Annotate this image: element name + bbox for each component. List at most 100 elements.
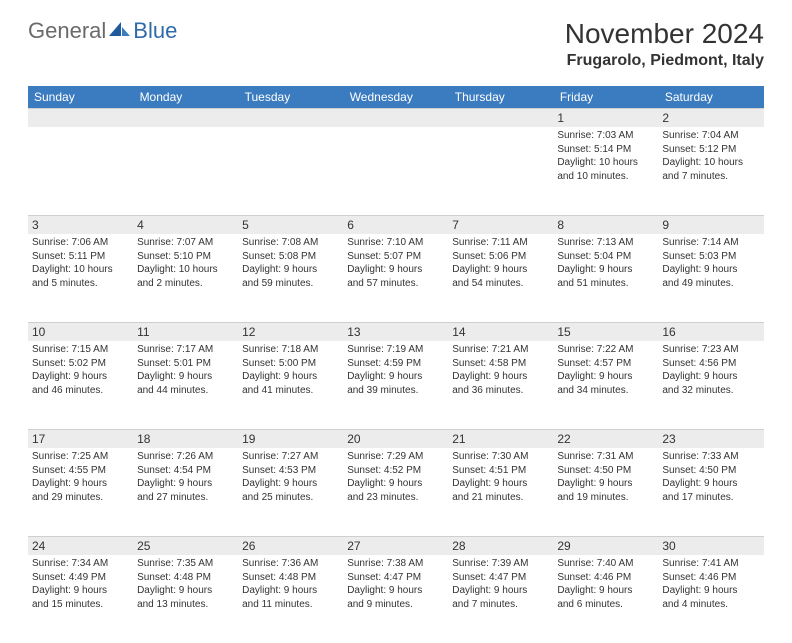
sunrise-text: Sunrise: 7:33 AM [662,450,759,464]
calendar-table: SundayMondayTuesdayWednesdayThursdayFrid… [28,86,764,643]
day-number-cell: 28 [448,536,553,555]
day-details: Sunrise: 7:31 AMSunset: 4:50 PMDaylight:… [553,448,658,510]
day-cell: Sunrise: 7:19 AMSunset: 4:59 PMDaylight:… [343,341,448,429]
sunrise-text: Sunrise: 7:27 AM [242,450,339,464]
daylight-text: and 59 minutes. [242,277,339,291]
day-number: 27 [343,536,448,555]
daylight-text: and 7 minutes. [452,598,549,612]
daylight-text: and 54 minutes. [452,277,549,291]
sunrise-text: Sunrise: 7:38 AM [347,557,444,571]
day-details: Sunrise: 7:36 AMSunset: 4:48 PMDaylight:… [238,555,343,617]
sunrise-text: Sunrise: 7:03 AM [557,129,654,143]
sunset-text: Sunset: 5:06 PM [452,250,549,264]
day-number: 3 [28,215,133,234]
sunset-text: Sunset: 4:46 PM [557,571,654,585]
day-number-cell: 7 [448,215,553,234]
day-details: Sunrise: 7:18 AMSunset: 5:00 PMDaylight:… [238,341,343,403]
logo-text-general: General [28,18,106,44]
daylight-text: Daylight: 9 hours [32,370,129,384]
day-number-cell [28,108,133,127]
daylight-text: Daylight: 9 hours [347,477,444,491]
day-number-cell: 21 [448,429,553,448]
sunset-text: Sunset: 4:50 PM [662,464,759,478]
day-details: Sunrise: 7:07 AMSunset: 5:10 PMDaylight:… [133,234,238,296]
daylight-text: Daylight: 9 hours [557,370,654,384]
day-number-cell: 14 [448,322,553,341]
daylight-text: and 13 minutes. [137,598,234,612]
sunset-text: Sunset: 5:00 PM [242,357,339,371]
daylight-text: and 17 minutes. [662,491,759,505]
day-number: 6 [343,215,448,234]
day-number-cell: 16 [658,322,763,341]
sunset-text: Sunset: 5:02 PM [32,357,129,371]
sunset-text: Sunset: 5:10 PM [137,250,234,264]
day-details: Sunrise: 7:13 AMSunset: 5:04 PMDaylight:… [553,234,658,296]
day-number-cell: 20 [343,429,448,448]
daylight-text: Daylight: 9 hours [557,477,654,491]
daylight-text: Daylight: 10 hours [557,156,654,170]
daylight-text: Daylight: 9 hours [662,263,759,277]
day-number: 18 [133,429,238,448]
day-cell: Sunrise: 7:39 AMSunset: 4:47 PMDaylight:… [448,555,553,643]
daylight-text: and 57 minutes. [347,277,444,291]
location-label: Frugarolo, Piedmont, Italy [565,52,764,70]
day-cell: Sunrise: 7:03 AMSunset: 5:14 PMDaylight:… [553,127,658,215]
day-details: Sunrise: 7:39 AMSunset: 4:47 PMDaylight:… [448,555,553,617]
day-number-cell: 27 [343,536,448,555]
day-details: Sunrise: 7:03 AMSunset: 5:14 PMDaylight:… [553,127,658,189]
daylight-text: and 11 minutes. [242,598,339,612]
sunset-text: Sunset: 4:48 PM [137,571,234,585]
day-cell: Sunrise: 7:07 AMSunset: 5:10 PMDaylight:… [133,234,238,322]
day-number: 11 [133,322,238,341]
day-details: Sunrise: 7:11 AMSunset: 5:06 PMDaylight:… [448,234,553,296]
day-cell: Sunrise: 7:18 AMSunset: 5:00 PMDaylight:… [238,341,343,429]
day-cell: Sunrise: 7:14 AMSunset: 5:03 PMDaylight:… [658,234,763,322]
day-cell: Sunrise: 7:30 AMSunset: 4:51 PMDaylight:… [448,448,553,536]
weekday-header: Monday [133,86,238,108]
sunset-text: Sunset: 4:56 PM [662,357,759,371]
day-cell: Sunrise: 7:17 AMSunset: 5:01 PMDaylight:… [133,341,238,429]
day-details: Sunrise: 7:10 AMSunset: 5:07 PMDaylight:… [343,234,448,296]
sunrise-text: Sunrise: 7:41 AM [662,557,759,571]
logo-text-blue: Blue [133,18,177,44]
daylight-text: Daylight: 9 hours [347,370,444,384]
daylight-text: Daylight: 9 hours [242,584,339,598]
daylight-text: and 19 minutes. [557,491,654,505]
sunrise-text: Sunrise: 7:23 AM [662,343,759,357]
day-details: Sunrise: 7:22 AMSunset: 4:57 PMDaylight:… [553,341,658,403]
day-number-cell: 23 [658,429,763,448]
daylight-text: Daylight: 9 hours [452,370,549,384]
day-details: Sunrise: 7:14 AMSunset: 5:03 PMDaylight:… [658,234,763,296]
day-number-cell: 25 [133,536,238,555]
day-number-cell: 5 [238,215,343,234]
daylight-text: and 5 minutes. [32,277,129,291]
day-cell: Sunrise: 7:08 AMSunset: 5:08 PMDaylight:… [238,234,343,322]
day-number-cell: 11 [133,322,238,341]
day-number: 23 [658,429,763,448]
day-number-cell: 1 [553,108,658,127]
daylight-text: and 36 minutes. [452,384,549,398]
daylight-text: and 44 minutes. [137,384,234,398]
day-details: Sunrise: 7:06 AMSunset: 5:11 PMDaylight:… [28,234,133,296]
daylight-text: and 51 minutes. [557,277,654,291]
day-cell [133,127,238,215]
day-cell: Sunrise: 7:36 AMSunset: 4:48 PMDaylight:… [238,555,343,643]
day-cell [343,127,448,215]
day-details: Sunrise: 7:27 AMSunset: 4:53 PMDaylight:… [238,448,343,510]
sunset-text: Sunset: 5:01 PM [137,357,234,371]
daylight-text: and 9 minutes. [347,598,444,612]
daylight-text: Daylight: 9 hours [32,477,129,491]
day-number: 4 [133,215,238,234]
sunrise-text: Sunrise: 7:30 AM [452,450,549,464]
day-number-cell: 15 [553,322,658,341]
daylight-text: Daylight: 9 hours [662,584,759,598]
day-details: Sunrise: 7:40 AMSunset: 4:46 PMDaylight:… [553,555,658,617]
daylight-text: and 27 minutes. [137,491,234,505]
day-cell [238,127,343,215]
day-cell: Sunrise: 7:25 AMSunset: 4:55 PMDaylight:… [28,448,133,536]
daylight-text: and 23 minutes. [347,491,444,505]
sunset-text: Sunset: 4:58 PM [452,357,549,371]
day-number-cell: 30 [658,536,763,555]
day-cell: Sunrise: 7:13 AMSunset: 5:04 PMDaylight:… [553,234,658,322]
day-number: 7 [448,215,553,234]
